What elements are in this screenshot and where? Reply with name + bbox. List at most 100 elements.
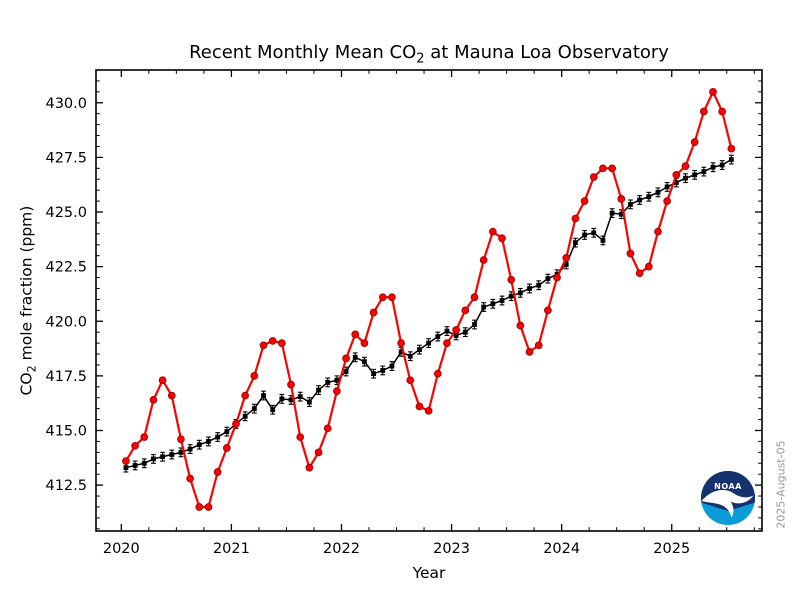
monthly-mean-point bbox=[635, 269, 644, 278]
x-tick-label: 2023 bbox=[433, 541, 470, 557]
monthly-mean-point bbox=[250, 372, 259, 380]
trend-point bbox=[389, 363, 395, 369]
trend-point bbox=[242, 413, 248, 419]
monthly-mean-point bbox=[461, 306, 470, 315]
monthly-mean-point bbox=[131, 441, 139, 450]
monthly-mean-point bbox=[195, 503, 204, 511]
y-tick-label: 417.5 bbox=[45, 369, 87, 385]
trend-point bbox=[481, 304, 487, 310]
monthly-mean-point bbox=[608, 164, 616, 173]
trend-point bbox=[637, 197, 643, 203]
monthly-mean-point bbox=[433, 369, 442, 378]
y-tick-label: 412.5 bbox=[45, 478, 87, 494]
trend-point bbox=[444, 328, 450, 334]
trend-point bbox=[306, 399, 312, 405]
monthly-mean-point bbox=[452, 326, 461, 334]
monthly-mean-point bbox=[507, 275, 516, 284]
seagull-icon bbox=[701, 489, 754, 518]
trend-point bbox=[407, 353, 413, 359]
logo-noaa-text: NOAA bbox=[714, 482, 742, 491]
trend-point bbox=[719, 162, 725, 168]
trend-point bbox=[453, 333, 459, 338]
trend-point bbox=[224, 429, 230, 434]
trend-point bbox=[536, 282, 542, 288]
trend-point bbox=[270, 407, 276, 413]
trend-point bbox=[215, 434, 221, 440]
trend-point bbox=[472, 322, 477, 327]
plot-area: 2020 2021 2022 2023 2024 2025 412.5 415.0 417.5 4… bbox=[45, 69, 763, 557]
y-tick-label: 427.5 bbox=[45, 150, 87, 166]
monthly-mean-line bbox=[124, 90, 733, 509]
monthly-mean-point bbox=[177, 435, 185, 444]
trend-point bbox=[316, 387, 321, 393]
monthly-mean-point bbox=[305, 463, 314, 472]
trend-point bbox=[187, 446, 193, 452]
trend-point bbox=[673, 180, 679, 185]
x-tick-label: 2022 bbox=[323, 541, 360, 557]
monthly-mean-point bbox=[672, 171, 681, 179]
title-text: Recent Monthly Mean CO bbox=[189, 42, 417, 63]
noaa-logo: NOAA bbox=[701, 470, 755, 525]
trend-point bbox=[664, 184, 670, 190]
monthly-mean-point bbox=[268, 337, 277, 345]
trend-point bbox=[527, 286, 532, 291]
monthly-mean-point bbox=[323, 424, 332, 433]
trend-point bbox=[132, 463, 138, 468]
monthly-mean-point bbox=[617, 195, 626, 203]
trend-point bbox=[462, 329, 468, 335]
trend-point bbox=[435, 334, 441, 339]
monthly-mean-point bbox=[599, 164, 607, 173]
monthly-mean-point bbox=[259, 341, 268, 350]
trend-point bbox=[426, 340, 432, 346]
x-tick-label: 2025 bbox=[653, 541, 690, 557]
trend-point bbox=[591, 230, 597, 236]
x-axis-label: Year bbox=[412, 564, 446, 582]
x-tick-label: 2024 bbox=[543, 541, 580, 557]
monthly-mean-point bbox=[663, 197, 671, 205]
trend-point bbox=[151, 456, 156, 462]
monthly-mean-point bbox=[369, 308, 378, 317]
monthly-mean-point bbox=[479, 256, 488, 264]
monthly-mean-point bbox=[351, 330, 360, 339]
trend-point bbox=[573, 240, 578, 246]
title-subscript: 2 bbox=[416, 51, 425, 67]
monthly-mean-point bbox=[709, 87, 717, 96]
monthly-mean-point bbox=[553, 273, 561, 282]
y-axis-label: CO2 mole fraction (ppm) bbox=[17, 205, 39, 396]
y-tick-label: 415.0 bbox=[45, 423, 87, 439]
trend-point bbox=[169, 452, 175, 457]
trend-point bbox=[362, 359, 367, 365]
trend-point bbox=[371, 371, 376, 377]
monthly-mean-point bbox=[167, 391, 176, 400]
trend-point bbox=[517, 290, 523, 296]
trend-point bbox=[325, 380, 331, 385]
chart-title: Recent Monthly Mean CO2 at Mauna Loa Obs… bbox=[96, 42, 762, 67]
monthly-mean-point bbox=[149, 396, 158, 404]
y-tick-label: 425.0 bbox=[45, 205, 87, 221]
trend-point bbox=[692, 172, 698, 178]
monthly-mean-point bbox=[388, 293, 396, 302]
trend-point bbox=[178, 449, 184, 455]
trend-line bbox=[125, 158, 732, 469]
trend-point bbox=[380, 368, 386, 373]
trend-point bbox=[609, 210, 615, 216]
monthly-mean-point bbox=[333, 387, 341, 396]
monthly-mean-point bbox=[699, 107, 708, 116]
y-tick-label: 430.0 bbox=[45, 96, 87, 112]
monthly-mean-point bbox=[342, 354, 350, 363]
monthly-mean-point bbox=[644, 262, 653, 271]
monthly-mean-point bbox=[424, 406, 433, 415]
trend-point bbox=[490, 301, 496, 307]
monthly-mean-point bbox=[727, 144, 736, 153]
monthly-mean-point bbox=[213, 468, 222, 476]
trend-point bbox=[728, 157, 734, 162]
trend-point bbox=[352, 354, 358, 360]
monthly-mean-point bbox=[222, 444, 231, 452]
monthly-mean-point bbox=[654, 227, 662, 236]
monthly-mean-point bbox=[690, 138, 699, 146]
monthly-mean-point bbox=[525, 347, 534, 356]
monthly-mean-point bbox=[314, 448, 323, 457]
trend-point bbox=[279, 396, 285, 402]
trend-point bbox=[499, 298, 505, 303]
